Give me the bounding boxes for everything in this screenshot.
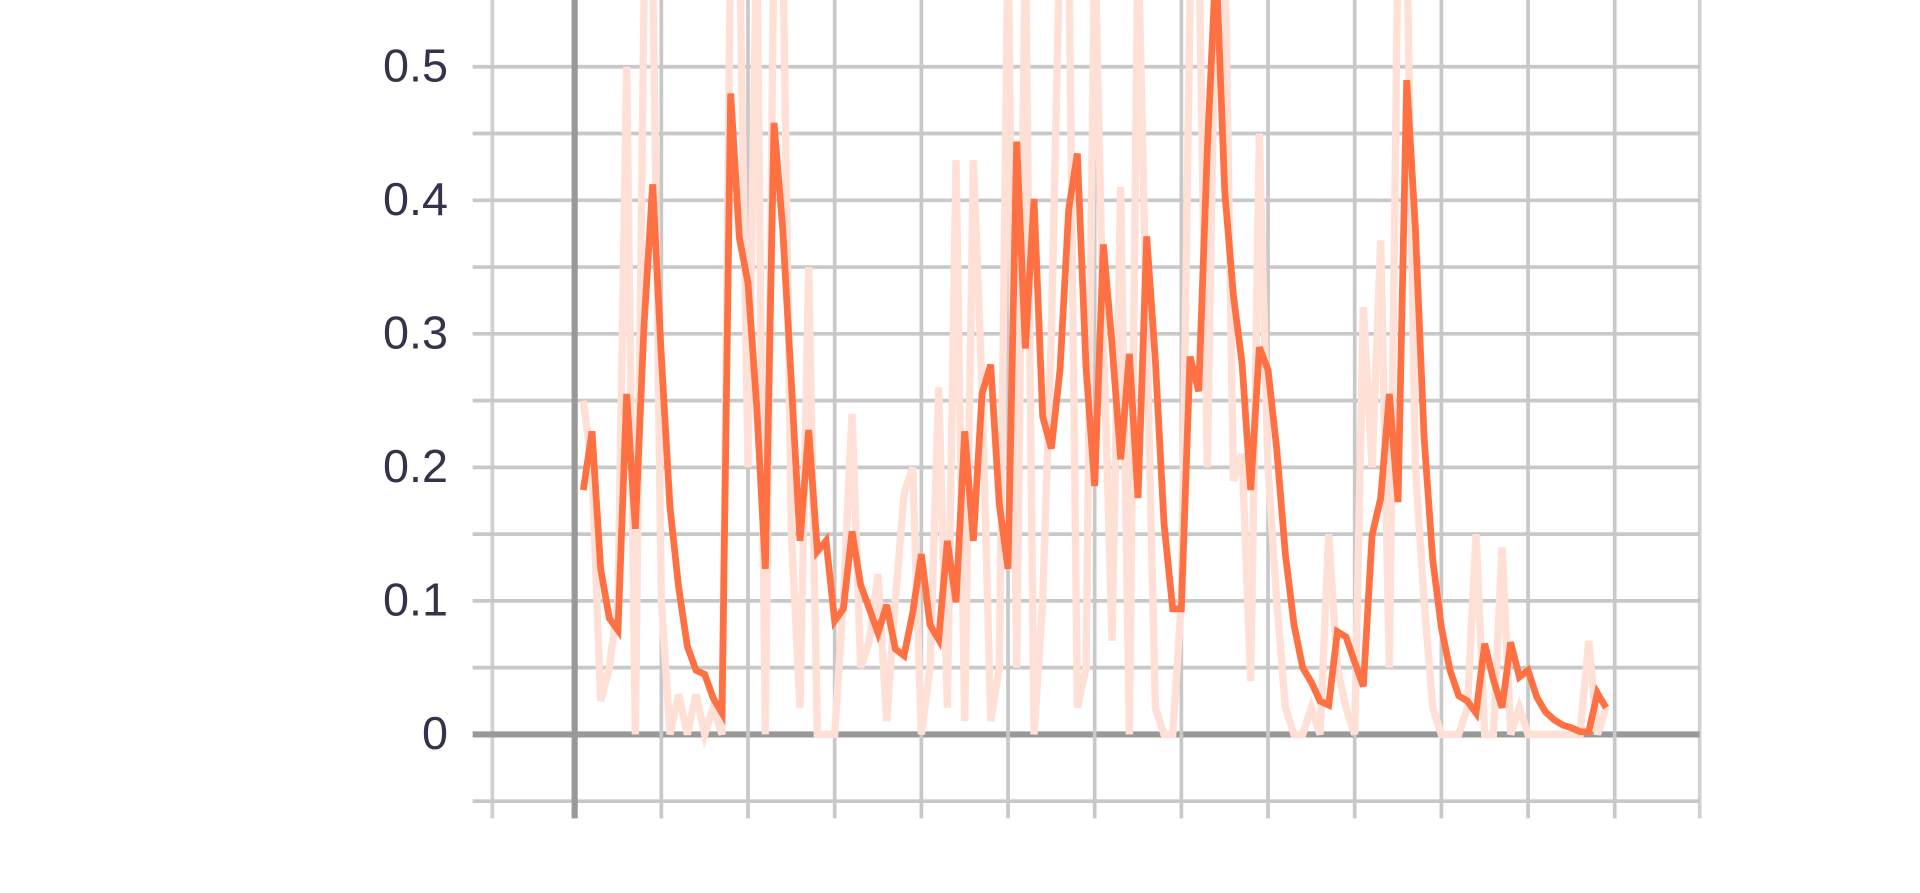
- plot-area: [579, 0, 1610, 749]
- raw-line: [579, 0, 1610, 749]
- grid: [472, 0, 1702, 819]
- y-tick-label: 0.3: [383, 307, 448, 359]
- y-tick-label: 0: [422, 707, 448, 759]
- y-tick-label: 0.4: [383, 173, 448, 225]
- y-tick-label: 0.2: [383, 440, 448, 492]
- smoothed-line: [579, 0, 1609, 736]
- y-tick-label: 0.1: [383, 574, 448, 626]
- y-tick-label: 0.5: [383, 40, 448, 92]
- axis-labels: 0 0.1 0.2 0.3 0.4 0.5: [383, 40, 448, 760]
